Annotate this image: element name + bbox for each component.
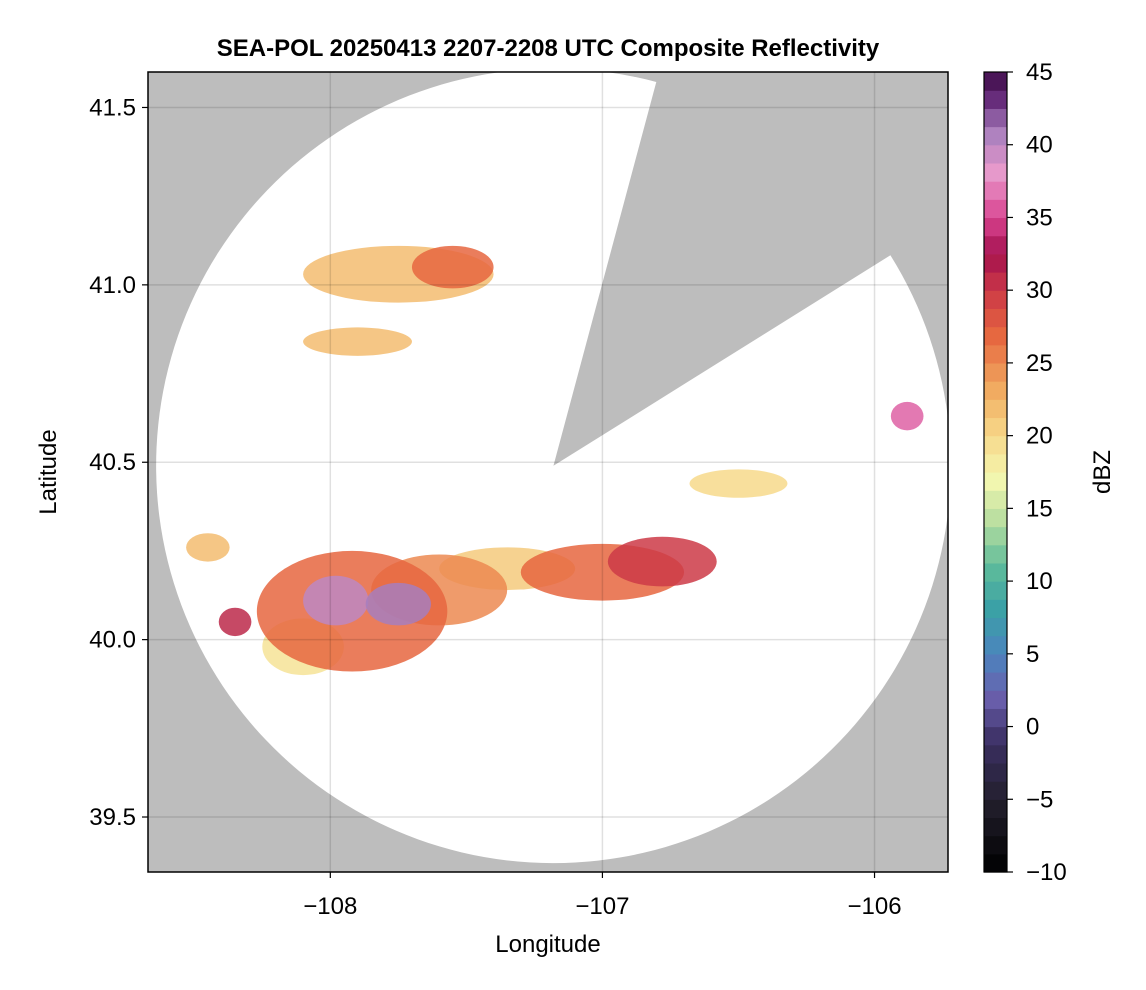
chart-title: SEA-POL 20250413 2207-2208 UTC Composite… <box>217 35 880 62</box>
reflectivity-echoes <box>186 245 924 676</box>
colorbar-segment <box>984 162 1007 182</box>
colorbar-segment <box>984 544 1007 564</box>
colorbar-segment <box>984 199 1007 219</box>
colorbar <box>984 72 1007 873</box>
echo-cell <box>303 575 369 626</box>
colorbar-segment <box>984 217 1007 237</box>
y-tick-label: 39.5 <box>89 804 136 831</box>
colorbar-tick-label: 40 <box>1026 132 1053 159</box>
colorbar-tick-label: 30 <box>1026 277 1053 304</box>
grid-lines <box>148 72 948 872</box>
colorbar-label: dBZ <box>1089 450 1116 494</box>
colorbar-tick-label: 0 <box>1026 714 1039 741</box>
colorbar-segment <box>984 308 1007 328</box>
echo-cell <box>186 533 230 562</box>
colorbar-segment <box>984 253 1007 273</box>
colorbar-segment <box>984 453 1007 473</box>
x-tick-label: −108 <box>303 893 357 920</box>
colorbar-tick-label: 5 <box>1026 641 1039 668</box>
colorbar-segment <box>984 417 1007 437</box>
plot-area <box>148 72 948 872</box>
colorbar-segment <box>984 653 1007 673</box>
colorbar-segment <box>984 362 1007 382</box>
colorbar-segment <box>984 853 1007 873</box>
echo-cell <box>365 582 431 626</box>
echo-cell <box>411 245 494 289</box>
colorbar-segment <box>984 672 1007 691</box>
colorbar-segment <box>984 126 1007 146</box>
colorbar-segment <box>984 344 1007 364</box>
colorbar-tick-label: 15 <box>1026 495 1053 522</box>
colorbar-segment <box>984 72 1007 91</box>
colorbar-tick-label: 25 <box>1026 350 1053 377</box>
colorbar-segment <box>984 526 1007 546</box>
colorbar-segment <box>984 435 1007 455</box>
colorbar-segment <box>984 472 1007 491</box>
echo-cell <box>689 469 788 498</box>
colorbar-segment <box>984 762 1007 782</box>
echo-cell <box>607 536 717 587</box>
colorbar-segment <box>984 617 1007 637</box>
colorbar-segment <box>984 381 1007 400</box>
colorbar-segment <box>984 635 1007 655</box>
colorbar-segment <box>984 817 1007 837</box>
colorbar-segment <box>984 290 1007 309</box>
y-tick-label: 40.5 <box>89 449 136 476</box>
colorbar-segment <box>984 690 1007 709</box>
colorbar-tick-label: 45 <box>1026 59 1053 86</box>
colorbar-segment <box>984 490 1007 509</box>
y-axis-ticks: 39.5 40.0 40.5 41.0 41.5 <box>89 94 148 831</box>
y-tick-label: 41.0 <box>89 272 136 299</box>
colorbar-segment <box>984 708 1007 728</box>
colorbar-tick-label: 10 <box>1026 568 1053 595</box>
colorbar-segment <box>984 581 1007 600</box>
x-tick-label: −107 <box>575 893 629 920</box>
colorbar-tick-label: 20 <box>1026 423 1053 450</box>
x-tick-label: −106 <box>847 893 901 920</box>
y-tick-label: 40.0 <box>89 627 136 654</box>
plot-frame <box>147 71 949 873</box>
colorbar-segment <box>984 108 1007 128</box>
y-axis-label: Latitude <box>35 429 62 514</box>
colorbar-segment <box>984 562 1007 582</box>
colorbar-segment <box>984 144 1007 164</box>
colorbar-tick-label: −10 <box>1026 859 1067 886</box>
colorbar-segment <box>984 508 1007 528</box>
x-axis-ticks: −108 −107 −106 <box>303 872 902 920</box>
colorbar-tick-label: −5 <box>1026 786 1053 813</box>
colorbar-segment <box>984 835 1007 855</box>
colorbar-segment <box>984 399 1007 419</box>
colorbar-segment <box>984 744 1007 764</box>
colorbar-segment <box>984 781 1007 800</box>
colorbar-segment <box>984 799 1007 819</box>
colorbar-segment <box>984 90 1007 109</box>
x-axis-label: Longitude <box>495 931 600 958</box>
colorbar-segment <box>984 235 1007 255</box>
colorbar-segment <box>984 272 1007 291</box>
colorbar-segment <box>984 599 1007 619</box>
colorbar-ticks: −10 −5 0 5 10 15 20 25 30 35 40 45 <box>1007 59 1067 886</box>
colorbar-frame <box>983 71 1008 873</box>
echo-cell <box>218 607 252 637</box>
colorbar-segment <box>984 726 1007 746</box>
y-tick-label: 41.5 <box>89 94 136 121</box>
colorbar-segment <box>984 326 1007 346</box>
echo-cell <box>890 401 924 431</box>
echo-cell <box>303 327 412 356</box>
colorbar-tick-label: 35 <box>1026 204 1053 231</box>
colorbar-segment <box>984 181 1007 200</box>
